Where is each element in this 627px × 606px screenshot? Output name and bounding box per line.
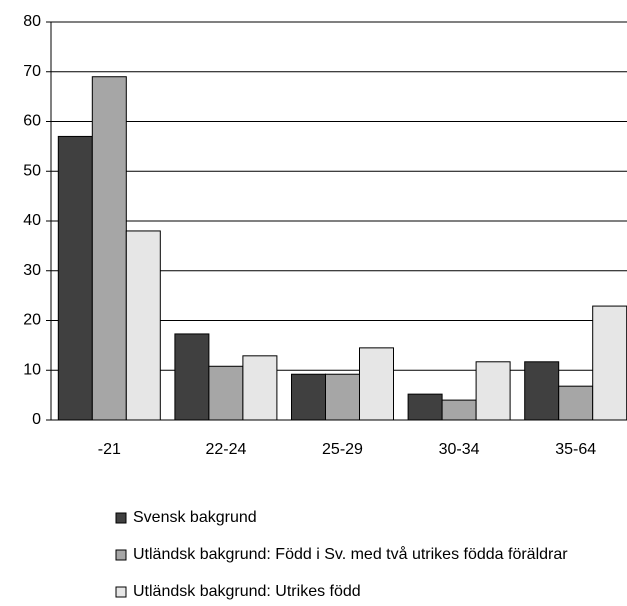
bar — [475, 361, 511, 421]
bar — [125, 230, 161, 421]
y-tick-label: 60 — [23, 113, 41, 130]
y-tick-label: 20 — [23, 312, 41, 329]
bar — [592, 305, 627, 421]
y-tick-label: 0 — [32, 411, 41, 428]
bar — [558, 385, 594, 421]
y-tick-label: 50 — [23, 162, 41, 179]
y-tick-label: 10 — [23, 361, 41, 378]
bar — [291, 373, 326, 421]
y-tick-label: 30 — [23, 262, 41, 279]
legend-swatch — [115, 549, 127, 561]
x-tick-label: -21 — [98, 441, 121, 458]
bar — [325, 373, 360, 421]
bar — [441, 399, 477, 421]
bar — [208, 365, 244, 421]
bar — [407, 393, 443, 421]
bar — [242, 355, 278, 421]
legend-label: Utländsk bakgrund: Utrikes född — [133, 583, 361, 600]
bar — [91, 76, 127, 421]
x-tick-label: 22-24 — [205, 441, 246, 458]
bar — [57, 135, 93, 421]
y-tick-label: 70 — [23, 63, 41, 80]
bar — [359, 347, 394, 421]
legend-swatch — [115, 586, 127, 598]
x-tick-label: 30-34 — [439, 441, 480, 458]
legend-label: Svensk bakgrund — [133, 509, 257, 526]
bar — [524, 361, 560, 421]
bar — [174, 333, 210, 421]
y-tick-label: 80 — [23, 13, 41, 30]
x-tick-label: 25-29 — [322, 441, 363, 458]
y-tick-label: 40 — [23, 212, 41, 229]
legend-label: Utländsk bakgrund: Född i Sv. med två ut… — [133, 545, 568, 563]
x-tick-label: 35-64 — [555, 441, 596, 458]
legend-swatch — [115, 512, 127, 524]
